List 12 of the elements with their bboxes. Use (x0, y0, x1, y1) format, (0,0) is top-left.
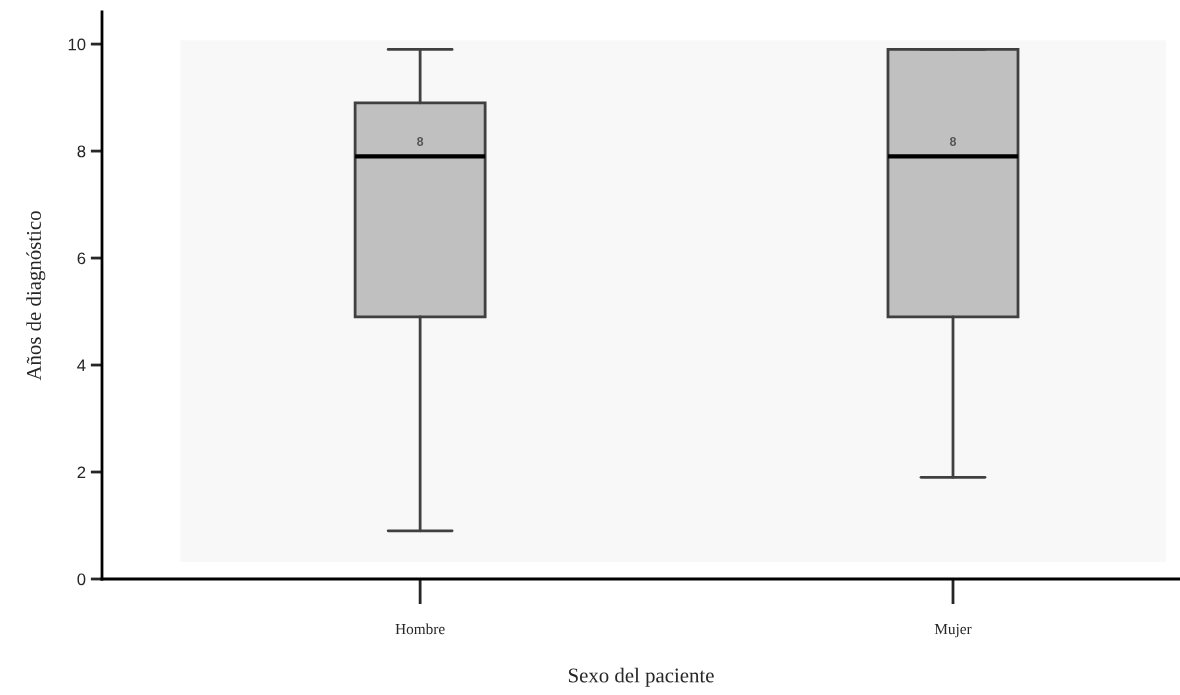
x-tick-label: Mujer (934, 623, 972, 638)
annotation: 8 (949, 137, 957, 146)
y-tick-label: 0 (77, 573, 86, 586)
x-tick-label: Hombre (395, 623, 445, 635)
x-axis-title: Sexo del paciente (568, 667, 714, 687)
y-tick-label: 2 (77, 466, 86, 479)
annotation: 8 (417, 137, 424, 146)
y-axis-title: Años de diagnóstico (26, 211, 46, 381)
y-tick-label: 4 (77, 359, 86, 372)
y-tick-label: 10 (68, 38, 86, 51)
y-tick-label: 6 (77, 252, 86, 265)
y-tick-label: 8 (77, 145, 86, 158)
